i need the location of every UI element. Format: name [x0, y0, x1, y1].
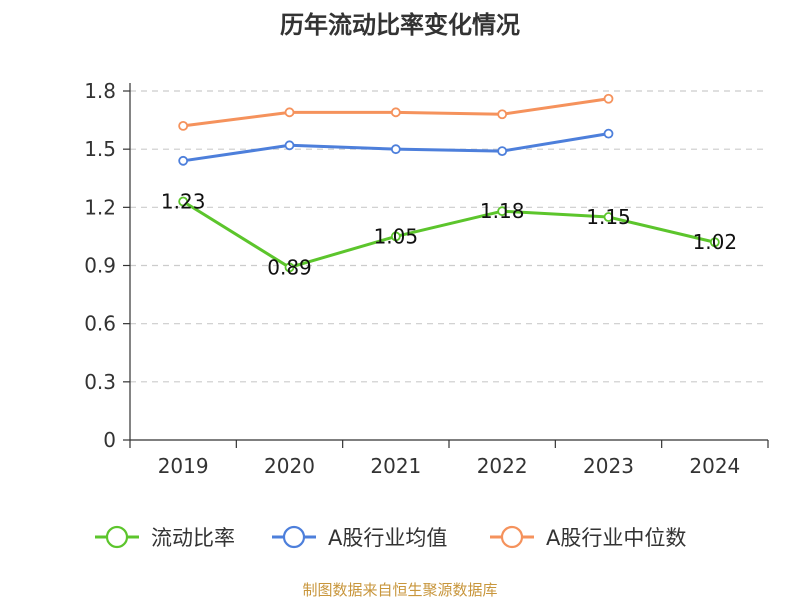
legend-swatch-marker — [105, 525, 129, 549]
legend-item: A股行业中位数 — [490, 525, 686, 550]
y-tick-label: 1.5 — [84, 137, 116, 161]
data-point — [497, 109, 508, 120]
source-note: 制图数据来自恒生聚源数据库 — [302, 581, 497, 599]
series-line — [182, 200, 716, 269]
data-point — [390, 144, 401, 155]
data-label: 1.05 — [374, 224, 419, 248]
data-label: 0.89 — [267, 255, 312, 279]
data-point — [284, 262, 295, 273]
legend-item: A股行业均值 — [272, 525, 447, 550]
data-label: 1.02 — [693, 230, 738, 254]
y-tick-label: 1.2 — [84, 195, 116, 219]
data-point — [497, 146, 508, 157]
data-labels: 1.23 0.89 1.05 1.18 1.15 1.02 — [161, 190, 737, 280]
y-tick-label: 0 — [103, 428, 116, 452]
chart-title: 历年流动比率变化情况 — [280, 11, 520, 39]
y-tick-label: 0.6 — [84, 312, 116, 336]
x-tick-label: 2021 — [370, 454, 421, 478]
x-tick-label: 2023 — [583, 454, 634, 478]
data-point — [603, 128, 614, 139]
legend-swatch-marker — [500, 525, 524, 549]
axes: 0 0.3 0.6 0.9 1.2 1.5 1.8 2019 2020 2021 2022 2023 2… — [84, 79, 769, 478]
series-layer — [178, 93, 720, 273]
data-label: 1.23 — [161, 190, 206, 214]
data-point — [497, 206, 508, 217]
data-point — [178, 196, 189, 207]
y-tick-label: 1.8 — [84, 79, 116, 103]
legend-label: A股行业中位数 — [546, 526, 686, 550]
data-point — [178, 121, 189, 131]
data-point — [709, 237, 720, 248]
data-label: 1.18 — [480, 199, 525, 223]
legend-label: A股行业均值 — [328, 526, 447, 550]
data-point — [284, 107, 295, 118]
legend-swatch-marker — [282, 525, 306, 549]
x-tick-label: 2024 — [689, 454, 740, 478]
data-point — [603, 93, 614, 104]
data-point — [284, 140, 295, 151]
y-tick-label: 0.3 — [84, 370, 116, 394]
legend-label: 流动比率 — [151, 526, 235, 550]
data-point — [178, 155, 189, 166]
data-point — [603, 212, 614, 222]
legend-item: 流动比率 — [95, 525, 235, 550]
x-tick-label: 2020 — [264, 454, 315, 478]
x-tick-label: 2019 — [158, 454, 209, 478]
legend: 流动比率 A股行业均值 A股行业中位数 — [95, 525, 686, 550]
grid-lines — [130, 90, 768, 383]
data-label: 1.15 — [586, 205, 631, 229]
data-point — [390, 231, 401, 242]
y-tick-label: 0.9 — [84, 254, 116, 278]
x-tick-label: 2022 — [477, 454, 528, 478]
data-point — [390, 107, 401, 118]
